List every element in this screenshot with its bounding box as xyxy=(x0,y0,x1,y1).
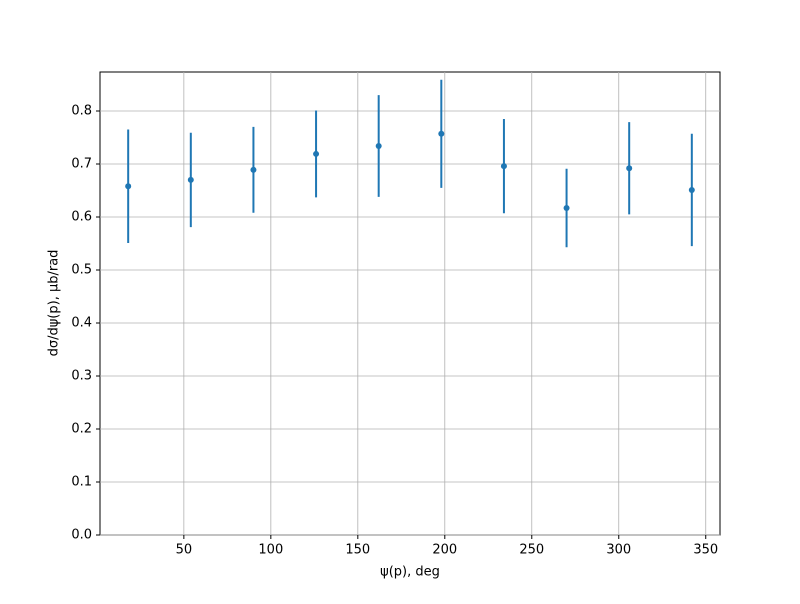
x-tick-label: 250 xyxy=(519,543,544,558)
data-point xyxy=(500,163,507,170)
x-tick-label: 300 xyxy=(606,543,631,558)
data-point xyxy=(688,186,695,193)
y-tick-label: 0.7 xyxy=(71,157,92,172)
y-tick-label: 0.6 xyxy=(71,210,92,225)
data-point xyxy=(563,204,570,211)
data-point xyxy=(375,142,382,149)
y-tick-label: 0.0 xyxy=(71,528,92,543)
x-tick-label: 50 xyxy=(176,543,193,558)
x-tick-label: 350 xyxy=(693,543,718,558)
data-point xyxy=(438,130,445,137)
data-point xyxy=(187,176,194,183)
y-tick-label: 0.8 xyxy=(71,104,92,119)
x-tick-label: 150 xyxy=(345,543,370,558)
x-tick-label: 100 xyxy=(258,543,283,558)
y-tick-label: 0.1 xyxy=(71,475,92,490)
y-tick-label: 0.5 xyxy=(71,263,92,278)
x-tick-label: 200 xyxy=(432,543,457,558)
data-point xyxy=(313,150,320,157)
y-tick-label: 0.2 xyxy=(71,422,92,437)
data-point xyxy=(125,183,132,190)
data-point xyxy=(626,165,633,172)
plot-frame xyxy=(99,71,721,536)
y-axis-label: dσ/dψ(p), μb/rad xyxy=(47,250,62,357)
y-tick-label: 0.4 xyxy=(71,316,92,331)
data-point xyxy=(250,166,257,173)
y-tick-label: 0.3 xyxy=(71,369,92,384)
x-axis-label: ψ(p), deg xyxy=(380,565,440,580)
